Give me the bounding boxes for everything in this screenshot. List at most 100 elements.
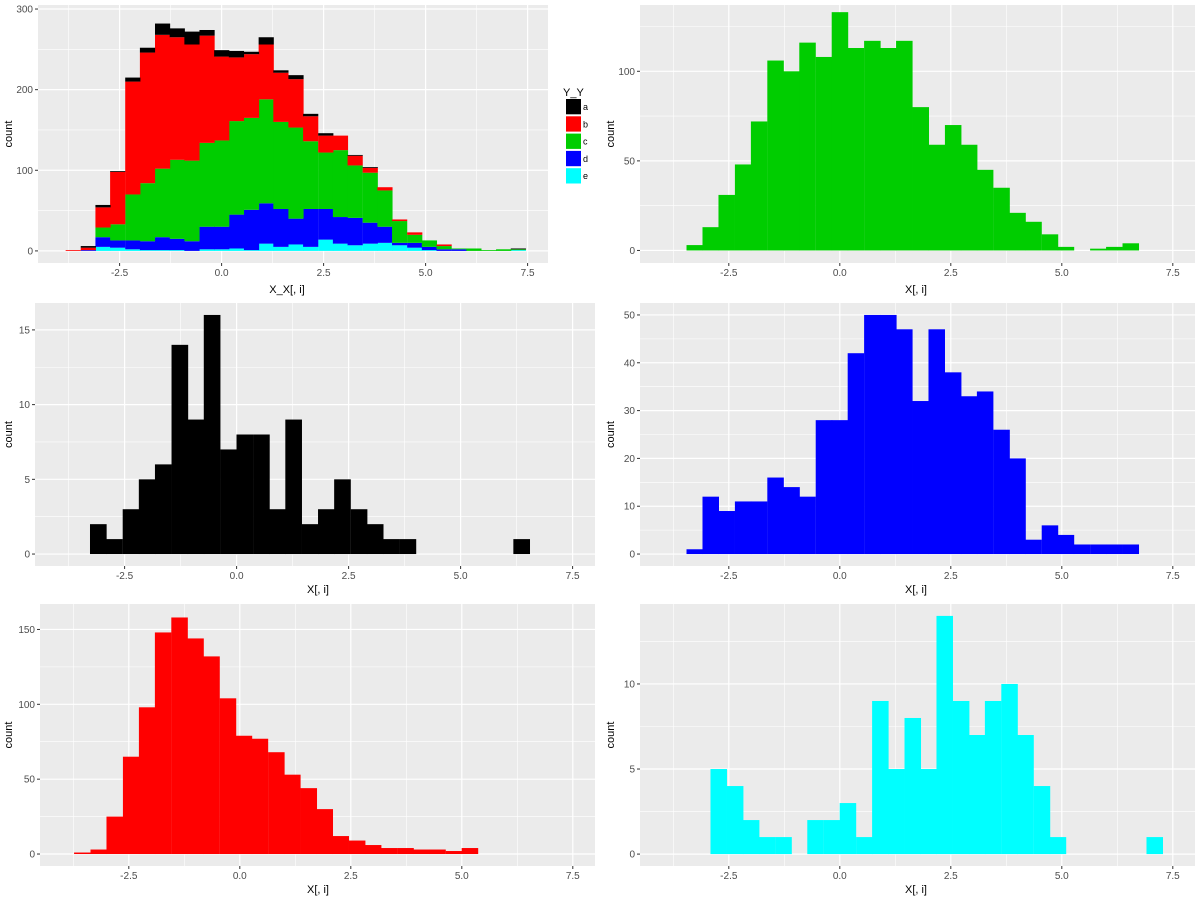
y-tick-label: 10	[19, 400, 31, 411]
x-tick-label: 5.0	[454, 571, 468, 582]
histogram-bar-d	[154, 237, 171, 251]
histogram-bar	[366, 524, 384, 555]
histogram-bar-b	[407, 232, 423, 235]
histogram-bar-d	[407, 242, 423, 248]
x-tick-label: 2.5	[342, 571, 356, 582]
histogram-bar	[976, 169, 994, 251]
x-tick-label: -2.5	[720, 268, 738, 279]
histogram-bar	[880, 48, 897, 251]
histogram-bar-e	[347, 245, 363, 251]
histogram-bar	[348, 840, 366, 855]
histogram-bar	[750, 501, 768, 555]
histogram-bar-a	[288, 75, 304, 80]
histogram-bar	[138, 479, 156, 555]
histogram-bar-b	[199, 35, 215, 143]
histogram-bar	[1041, 525, 1059, 555]
histogram-bar-c	[258, 99, 274, 204]
x-tick-label: 0.0	[233, 871, 247, 882]
histogram-bar-e	[510, 250, 526, 251]
histogram-bar	[1106, 544, 1123, 555]
histogram-bar-c	[466, 248, 482, 251]
histogram-bar	[445, 851, 463, 855]
histogram-bar	[413, 849, 430, 855]
histogram-bar	[888, 769, 905, 855]
histogram-bar-b	[110, 171, 126, 225]
y-axis-title: count	[605, 121, 617, 148]
histogram-bar	[993, 429, 1010, 555]
histogram-bar	[236, 434, 254, 555]
histogram-bar-c	[436, 246, 452, 250]
y-tick-label: 300	[16, 5, 33, 16]
legend-label-b: b	[583, 119, 588, 129]
histogram-bar	[968, 735, 986, 855]
x-tick-label: 7.5	[566, 871, 580, 882]
histogram-bar-d	[125, 240, 141, 250]
y-axis-title: count	[605, 722, 617, 749]
histogram-bar-a	[347, 154, 363, 156]
histogram-bar-b	[377, 187, 393, 191]
histogram-bar	[203, 656, 220, 855]
histogram-bar	[285, 419, 302, 555]
histogram-bar	[1041, 234, 1059, 251]
histogram-bar	[767, 60, 784, 251]
y-tick-label: 100	[618, 67, 635, 78]
x-tick-label: -2.5	[720, 871, 738, 882]
histogram-bar	[993, 187, 1010, 251]
histogram-bar-b	[214, 56, 230, 141]
histogram-bar	[1049, 837, 1067, 855]
histogram-bar	[686, 549, 704, 555]
histogram-bar	[944, 125, 962, 251]
histogram-bar	[1025, 221, 1042, 251]
histogram-bar	[106, 539, 123, 555]
histogram-bar	[734, 164, 752, 251]
histogram-bar	[767, 477, 784, 555]
histogram-bar-b	[362, 167, 378, 173]
y-tick-label: 40	[624, 358, 636, 369]
histogram-bar-a	[258, 37, 274, 45]
histogram-bar	[399, 539, 417, 555]
histogram-bar	[928, 329, 945, 555]
histogram-bar	[138, 707, 156, 855]
x-tick-label: 0.0	[833, 268, 847, 279]
histogram-panel-5: -2.5 0.0 2.5 5.0 7.5 0 50 100 150 X[, i] count	[3, 604, 595, 896]
x-tick-label: 2.5	[944, 571, 958, 582]
histogram-bar-e	[214, 249, 230, 251]
histogram-bar	[783, 487, 800, 555]
histogram-panel-1: -2.5 0.0 2.5 5.0 7.5 0 100 200 300 X_X[, i] count Y…	[3, 5, 588, 296]
histogram-bar	[122, 509, 140, 555]
histogram-bar-d	[214, 226, 230, 250]
histogram-bar	[952, 700, 970, 855]
histogram-bar-d	[318, 208, 334, 240]
histogram-bar	[896, 329, 913, 555]
histogram-bar-d	[362, 222, 378, 244]
histogram-bar	[382, 539, 400, 555]
histogram-bar-c	[332, 150, 349, 218]
y-tick-label: 5	[629, 765, 635, 776]
histogram-bar-d	[169, 238, 185, 251]
histogram-bar-c	[303, 141, 319, 209]
y-tick-label: 15	[19, 325, 31, 336]
y-tick-label: 10	[624, 502, 636, 513]
histogram-bar-c	[481, 250, 497, 251]
histogram-bar-b	[95, 207, 111, 228]
histogram-panel-2: -2.5 0.0 2.5 5.0 7.5 0 50 100 X[, i] count	[605, 5, 1195, 296]
histogram-bar	[847, 353, 865, 555]
histogram-bar-c	[243, 117, 260, 210]
histogram-bar	[235, 735, 253, 855]
legend-key-a	[566, 99, 581, 115]
histogram-bar	[912, 401, 930, 555]
y-tick-label: 150	[18, 625, 35, 636]
x-tick-label: 7.5	[1166, 571, 1180, 582]
histogram-bar-a	[125, 77, 141, 82]
histogram-bar-d	[110, 240, 126, 248]
histogram-panel-4: -2.5 0.0 2.5 5.0 7.5 0 10 20 30 40 50 X[, i] count	[605, 303, 1195, 596]
x-tick-label: 5.0	[1055, 571, 1069, 582]
histogram-bar-d	[258, 203, 274, 244]
histogram-bar-b	[184, 44, 200, 161]
histogram-bar-c	[347, 165, 363, 218]
histogram-bar	[253, 434, 270, 555]
histogram-bar-e	[332, 243, 349, 251]
histogram-bar	[758, 837, 776, 855]
y-axis-title: count	[3, 722, 15, 749]
